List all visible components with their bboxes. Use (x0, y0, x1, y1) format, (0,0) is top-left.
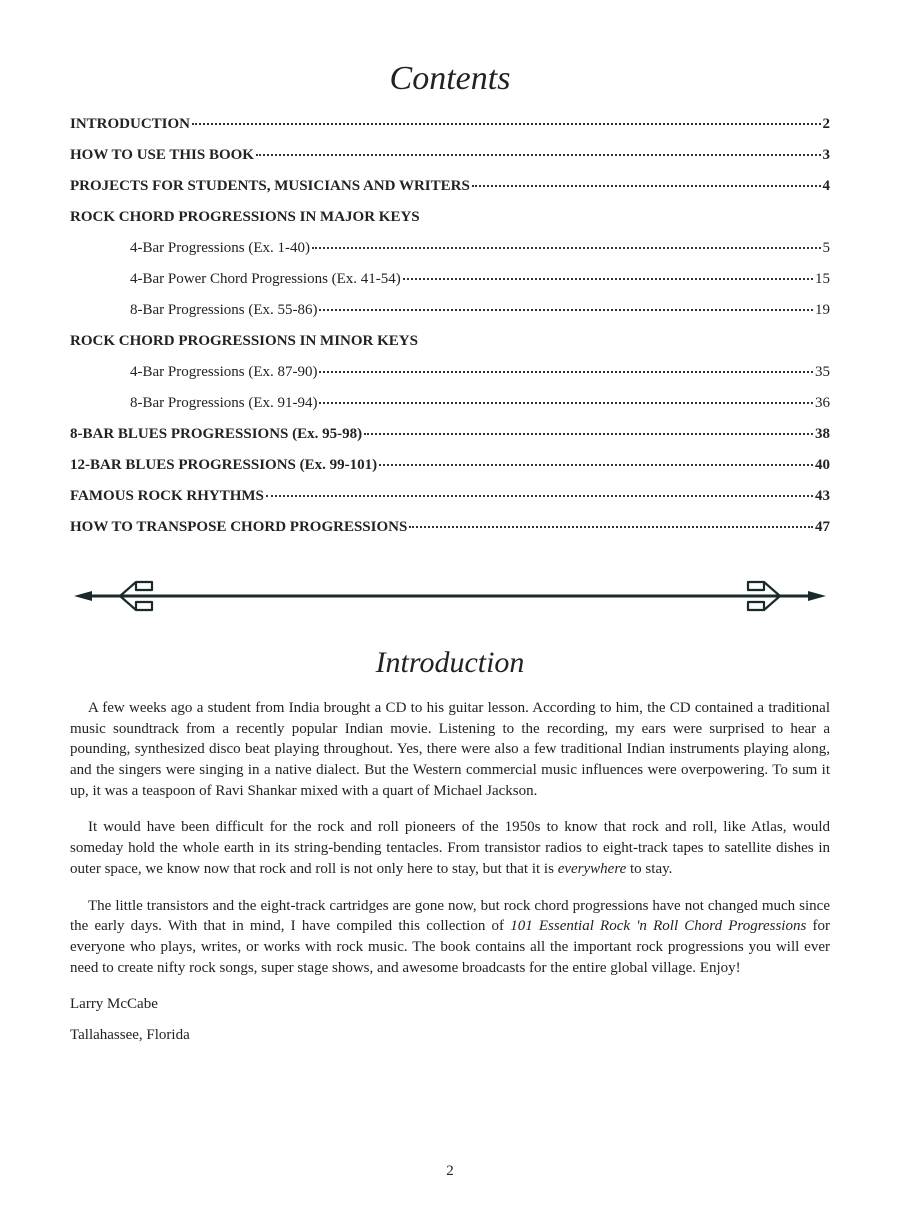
toc-leader-dots (403, 278, 813, 280)
toc-entry-label: 4-Bar Power Chord Progressions (Ex. 41-5… (130, 271, 401, 288)
toc-entry-page: 19 (815, 302, 830, 319)
toc-leader-dots (379, 464, 813, 466)
page-number: 2 (0, 1163, 900, 1180)
contents-title: Contents (70, 60, 830, 98)
intro-paragraph: A few weeks ago a student from India bro… (70, 698, 830, 801)
toc-entry-label: INTRODUCTION (70, 116, 190, 133)
toc-leader-dots (472, 185, 821, 187)
toc-entry-page: 40 (815, 457, 830, 474)
toc-entry-page: 38 (815, 426, 830, 443)
intro-signature: Larry McCabe (70, 994, 830, 1015)
toc-entry: INTRODUCTION 2 (70, 116, 830, 133)
toc-entry-label: HOW TO TRANSPOSE CHORD PROGRESSIONS (70, 519, 407, 536)
toc-entry-page: 2 (823, 116, 831, 133)
toc-entry: HOW TO TRANSPOSE CHORD PROGRESSIONS 47 (70, 519, 830, 536)
toc-leader-dots (266, 495, 813, 497)
toc-entry-label: 8-Bar Progressions (Ex. 55-86) (130, 302, 317, 319)
toc-entry: 8-Bar Progressions (Ex. 91-94) 36 (130, 395, 830, 412)
toc-entry: FAMOUS ROCK RHYTHMS 43 (70, 488, 830, 505)
toc-entry: 4-Bar Progressions (Ex. 1-40) 5 (130, 240, 830, 257)
toc-entry-page: 3 (823, 147, 831, 164)
toc-leader-dots (319, 402, 813, 404)
ornamental-divider (70, 576, 830, 616)
toc-entry-label: 4-Bar Progressions (Ex. 87-90) (130, 364, 317, 381)
toc-leader-dots (364, 433, 813, 435)
toc-entry-label: PROJECTS FOR STUDENTS, MUSICIANS AND WRI… (70, 178, 470, 195)
toc-entry-page: 47 (815, 519, 830, 536)
toc-leader-dots (319, 371, 813, 373)
toc-entry-page: 43 (815, 488, 830, 505)
toc-entry: 4-Bar Progressions (Ex. 87-90) 35 (130, 364, 830, 381)
toc-entry-label: 12-BAR BLUES PROGRESSIONS (Ex. 99-101) (70, 457, 377, 474)
toc-entry-label: 8-Bar Progressions (Ex. 91-94) (130, 395, 317, 412)
toc-entry-label: 4-Bar Progressions (Ex. 1-40) (130, 240, 310, 257)
toc-entry: 8-BAR BLUES PROGRESSIONS (Ex. 95-98) 38 (70, 426, 830, 443)
introduction-title: Introduction (70, 646, 830, 680)
toc-section-heading: ROCK CHORD PROGRESSIONS IN MINOR KEYS (70, 333, 830, 350)
toc-entry-page: 36 (815, 395, 830, 412)
toc-section-heading: ROCK CHORD PROGRESSIONS IN MAJOR KEYS (70, 209, 830, 226)
intro-paragraph: It would have been difficult for the roc… (70, 817, 830, 879)
toc-entry-page: 15 (815, 271, 830, 288)
toc-leader-dots (312, 247, 821, 249)
toc-entry: 4-Bar Power Chord Progressions (Ex. 41-5… (130, 271, 830, 288)
toc-leader-dots (409, 526, 813, 528)
toc-leader-dots (192, 123, 820, 125)
toc-entry-page: 5 (823, 240, 831, 257)
intro-location: Tallahassee, Florida (70, 1025, 830, 1046)
toc-entry: 12-BAR BLUES PROGRESSIONS (Ex. 99-101) 4… (70, 457, 830, 474)
introduction-body: A few weeks ago a student from India bro… (70, 698, 830, 1046)
table-of-contents: INTRODUCTION 2 HOW TO USE THIS BOOK 3 PROJ… (70, 116, 830, 536)
toc-leader-dots (256, 154, 821, 156)
toc-entry-label: HOW TO USE THIS BOOK (70, 147, 254, 164)
toc-entry-page: 35 (815, 364, 830, 381)
toc-entry-label: FAMOUS ROCK RHYTHMS (70, 488, 264, 505)
intro-paragraph: The little transistors and the eight-tra… (70, 896, 830, 979)
toc-entry: 8-Bar Progressions (Ex. 55-86) 19 (130, 302, 830, 319)
toc-entry: PROJECTS FOR STUDENTS, MUSICIANS AND WRI… (70, 178, 830, 195)
toc-entry-page: 4 (823, 178, 831, 195)
toc-leader-dots (319, 309, 813, 311)
toc-entry-label: 8-BAR BLUES PROGRESSIONS (Ex. 95-98) (70, 426, 362, 443)
toc-entry: HOW TO USE THIS BOOK 3 (70, 147, 830, 164)
